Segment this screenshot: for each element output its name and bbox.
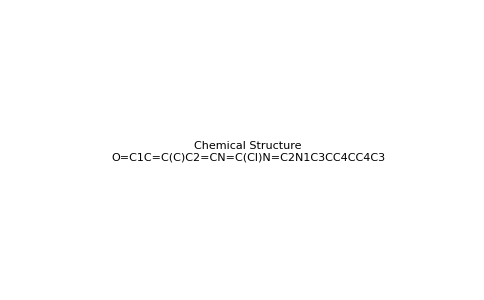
Text: Chemical Structure
O=C1C=C(C)C2=CN=C(Cl)N=C2N1C3CC4CC4C3: Chemical Structure O=C1C=C(C)C2=CN=C(Cl)… [111,141,385,162]
